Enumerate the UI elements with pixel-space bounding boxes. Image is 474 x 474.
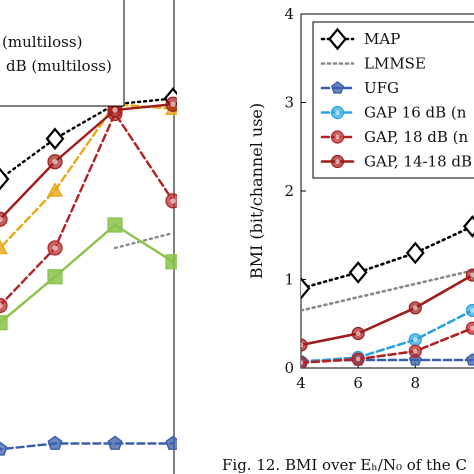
right-legend-marker-3-dot — [335, 110, 340, 115]
left-series-5-marker-2-dot — [52, 245, 58, 251]
left-series-0-marker-2 — [45, 127, 65, 151]
right-series-5-marker-3-dot — [470, 272, 474, 278]
right-ytick-label-2: 2 — [284, 182, 294, 200]
right-legend-label-2: UFG — [364, 79, 399, 97]
right-series-line-0 — [301, 225, 474, 290]
right-legend-marker-0 — [328, 27, 347, 51]
right-series-5-marker-1-dot — [355, 331, 361, 336]
right-series-line-5 — [301, 273, 474, 347]
left-series-line-3 — [0, 102, 175, 250]
left-series-2-marker-2 — [47, 435, 63, 450]
left-series-line-4 — [0, 223, 175, 325]
left-legend-box — [0, 0, 125, 107]
right-ytick-label-4: 4 — [284, 5, 294, 23]
figure-caption: Fig. 12. BMI over Eₕ/N₀ of the C — [222, 456, 467, 474]
left-series-5-marker-1 — [0, 297, 8, 314]
right-series-5-marker-0 — [301, 338, 308, 352]
right-legend-label-5: GAP, 14-18 dB — [364, 153, 472, 171]
left-series-6-marker-3-dot — [112, 107, 118, 113]
left-series-6-marker-1-dot — [0, 216, 3, 222]
left-series-3-marker-2 — [46, 182, 64, 197]
left-legend-text-1: (multiloss) — [2, 33, 82, 51]
left-plot-frame — [173, 0, 175, 474]
right-xtick-label-2: 8 — [411, 374, 421, 392]
left-series-4-marker-2 — [47, 269, 63, 285]
right-ytick-label-3: 3 — [284, 94, 294, 112]
left-series-2-marker-3 — [107, 435, 123, 450]
right-series-0-marker-3 — [462, 215, 474, 238]
left-series-2-marker-1 — [0, 441, 8, 456]
left-series-6-marker-4-dot — [170, 101, 176, 107]
right-series-layer — [301, 215, 474, 368]
right-series-5-marker-0-dot — [301, 342, 304, 348]
left-series-3-marker-1 — [0, 239, 9, 255]
left-series-0-marker-1 — [0, 167, 10, 191]
right-series-3-marker-3-dot — [470, 308, 474, 313]
left-series-line-2 — [0, 442, 175, 451]
right-legend-label-3: GAP 16 dB (n — [364, 104, 467, 122]
right-series-line-4 — [301, 326, 474, 365]
right-legend-marker-2 — [330, 81, 345, 94]
right-series-4-marker-3-dot — [470, 325, 474, 331]
right-series-0-marker-2 — [405, 241, 425, 265]
right-series-2-marker-3 — [465, 353, 474, 366]
right-legend-box — [312, 21, 474, 179]
right-ylabel: BMI (bit/channel use) — [247, 103, 266, 279]
right-legend: MAP LMMSE UFG GAP 16 dB (n GAP, 18 dB (n GAP,… — [312, 21, 474, 179]
right-legend-marker-4-dot — [335, 134, 340, 140]
left-series-4-marker-3 — [107, 217, 123, 233]
right-series-line-1 — [301, 269, 474, 312]
right-series-4-marker-0 — [301, 356, 308, 368]
left-series-4-marker-1 — [0, 315, 8, 331]
left-series-5-marker-1-dot — [0, 302, 3, 309]
right-series-3-marker-2-dot — [413, 337, 418, 342]
right-xtick-label-1: 6 — [353, 374, 363, 392]
right-ytick-label-1: 1 — [284, 271, 294, 289]
right-series-4-marker-2-dot — [413, 348, 418, 354]
left-series-layer — [0, 87, 177, 456]
right-legend-label-1: LMMSE — [364, 55, 426, 73]
left-series-5-marker-4-dot — [170, 198, 176, 204]
right-series-4-marker-0-dot — [301, 360, 304, 365]
left-legend-text-2: dB (multiloss) — [6, 57, 112, 75]
right-series-5-marker-2-dot — [413, 305, 418, 311]
right-legend-label-4: GAP, 18 dB (n — [364, 128, 469, 146]
left-series-line-0 — [0, 97, 175, 181]
right-series-4-marker-1-dot — [355, 356, 361, 362]
right-series-0-marker-1 — [348, 261, 368, 284]
left-series-2-marker-4 — [165, 435, 177, 450]
left-series-6-marker-1 — [0, 211, 8, 227]
left-series-6-marker-2-dot — [52, 159, 58, 165]
left-series-4-marker-4 — [165, 254, 177, 270]
right-series-0-marker-0 — [301, 277, 311, 300]
left-series-line-1 — [113, 231, 175, 250]
right-xtick-label-0: 4 — [296, 374, 306, 392]
right-series-line-3 — [301, 309, 474, 364]
right-ytick-label-0: 0 — [284, 359, 294, 377]
right-legend-label-0: MAP — [364, 30, 400, 48]
right-legend-marker-5-dot — [335, 159, 340, 164]
